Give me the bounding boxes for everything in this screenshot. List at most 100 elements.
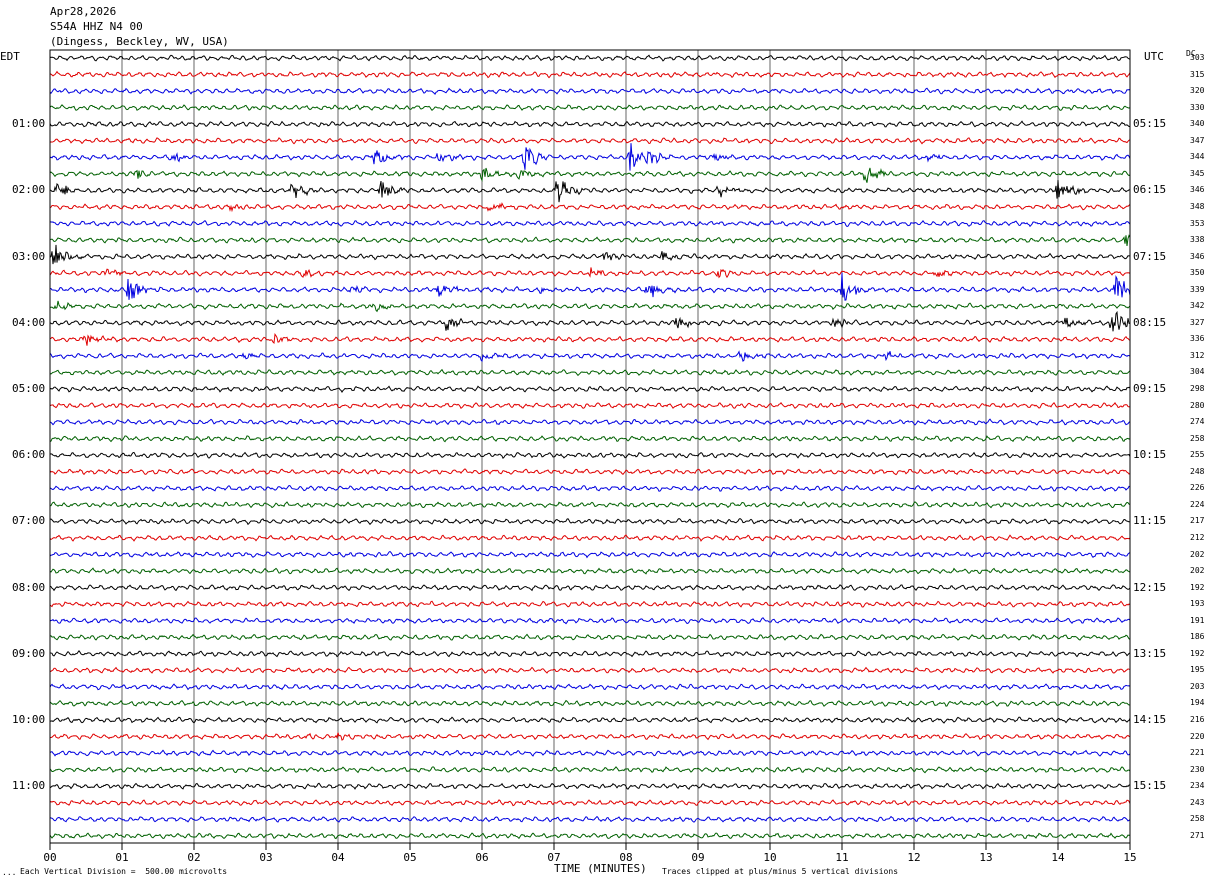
x-tick-label: 14 (1051, 851, 1065, 864)
dc-offset-value: 221 (1190, 748, 1205, 758)
x-axis-label: TIME (MINUTES) (554, 862, 647, 875)
dc-offset-value: 243 (1190, 797, 1205, 807)
trace-line-row-29 (49, 534, 1131, 542)
trace-line-row-6 (49, 143, 1131, 171)
right-hour-label: 12:15 (1133, 580, 1167, 594)
left-hour-label: 01:00 (12, 117, 46, 131)
trace-line-row-23 (49, 435, 1131, 443)
trace-line-row-22 (49, 418, 1131, 426)
dc-offset-value: 303 (1190, 53, 1205, 62)
dc-offset-value: 298 (1190, 384, 1205, 393)
dc-offset-value: 226 (1190, 483, 1205, 493)
right-hour-label: 05:15 (1133, 117, 1167, 131)
left-hour-label: 07:00 (12, 514, 46, 528)
corner-mark: ... (2, 868, 17, 877)
dc-offset-value: 217 (1190, 516, 1205, 526)
dc-offset-value: 336 (1190, 334, 1205, 344)
trace-line-row-39 (49, 699, 1131, 707)
dc-offset-value: 339 (1190, 284, 1205, 294)
x-tick-label: 05 (403, 851, 416, 864)
trace-line-row-15 (49, 300, 1131, 313)
grid-lines (49, 50, 1131, 843)
x-tick-label: 09 (691, 851, 704, 864)
dc-offset-value: 186 (1190, 632, 1205, 642)
dc-offset-value: 255 (1190, 450, 1205, 460)
trace-line-row-34 (49, 617, 1131, 625)
trace-line-row-19 (49, 368, 1131, 377)
dc-offset-value: 216 (1190, 715, 1205, 724)
trace-line-row-42 (49, 749, 1131, 757)
trace-line-row-31 (49, 567, 1131, 575)
trace-line-row-36 (49, 650, 1131, 658)
trace-line-row-26 (49, 484, 1131, 492)
trace-line-row-7 (49, 167, 1131, 183)
right-hour-label: 07:15 (1133, 249, 1167, 263)
trace-line-row-32 (49, 584, 1131, 592)
dc-offset-value: 248 (1190, 466, 1205, 476)
dc-offset-value: 195 (1190, 665, 1205, 675)
trace-line-row-9 (49, 202, 1131, 213)
left-hour-label: 10:00 (12, 713, 46, 726)
left-hour-label: 06:00 (12, 448, 46, 462)
dc-offset-value: 274 (1190, 417, 1205, 427)
dc-offset-value: 192 (1190, 648, 1205, 658)
x-axis-ticks: 00 01 02 03 04 05 06 07 08 09 10 11 12 13 14 15 (43, 843, 1137, 864)
trace-line-row-18 (49, 350, 1131, 363)
x-tick-label: 03 (259, 851, 272, 864)
trace-line-row-47 (49, 832, 1131, 840)
trace-line-row-13 (49, 267, 1131, 279)
dc-offset-value: 224 (1190, 499, 1205, 509)
dc-offset-value: 350 (1190, 268, 1205, 278)
trace-line-row-38 (49, 683, 1131, 691)
trace-line-row-43 (49, 766, 1131, 774)
dc-offset-value: 220 (1190, 731, 1205, 741)
trace-line-row-25 (49, 468, 1131, 476)
header-date: Apr28,2026 (50, 5, 117, 18)
right-hour-label: 10:15 (1133, 448, 1167, 462)
right-hour-label: 06:15 (1133, 183, 1167, 197)
right-hour-label: 13:15 (1133, 646, 1167, 660)
dc-offset-value: 202 (1190, 566, 1205, 576)
plot-frame (49, 49, 1131, 844)
left-hour-label: 09:00 (12, 646, 46, 660)
trace-line-row-12 (49, 244, 1131, 265)
trace-line-row-17 (49, 333, 1131, 346)
trace-line-row-21 (49, 401, 1131, 409)
left-timezone-label: EDT (0, 50, 20, 63)
trace-line-row-44 (49, 782, 1131, 791)
trace-line-row-30 (49, 550, 1131, 559)
trace-line-row-20 (49, 385, 1131, 393)
trace-line-row-40 (49, 716, 1131, 724)
dc-offset-value: 192 (1190, 582, 1205, 592)
header-channel: S54A HHZ N4 00 (50, 20, 143, 33)
right-hour-label: 14:15 (1133, 713, 1167, 726)
dc-offset-value: 304 (1190, 367, 1205, 377)
trace-line-row-5 (49, 137, 1131, 145)
trace-line-row-8 (49, 179, 1131, 203)
x-tick-label: 15 (1123, 851, 1136, 864)
x-tick-label: 12 (907, 851, 920, 864)
trace-line-row-16 (49, 310, 1131, 332)
dc-offset-value: 271 (1190, 830, 1205, 840)
trace-line-row-45 (49, 799, 1131, 807)
trace-line-row-41 (49, 732, 1131, 741)
left-hour-label: 11:00 (12, 779, 46, 793)
left-hour-label: 05:00 (12, 382, 46, 395)
trace-line-row-37 (49, 666, 1131, 674)
x-tick-label: 00 (43, 851, 56, 864)
trace-line-row-24 (49, 451, 1131, 459)
trace-line-row-4 (49, 120, 1131, 128)
dc-offset-value: 346 (1190, 251, 1205, 261)
x-tick-label: 06 (475, 851, 488, 864)
trace-line-row-11 (49, 234, 1131, 247)
dc-offset-value: 230 (1190, 764, 1205, 774)
clip-note: Traces clipped at plus/minus 5 vertical … (662, 867, 899, 876)
left-hour-label: 02:00 (12, 183, 46, 197)
left-hour-label: 03:00 (12, 249, 46, 263)
trace-line-row-33 (49, 600, 1131, 608)
trace-line-row-28 (49, 518, 1131, 526)
left-hour-label: 04:00 (12, 315, 46, 329)
left-hour-label: 08:00 (12, 580, 46, 594)
x-tick-label: 08 (619, 851, 632, 864)
